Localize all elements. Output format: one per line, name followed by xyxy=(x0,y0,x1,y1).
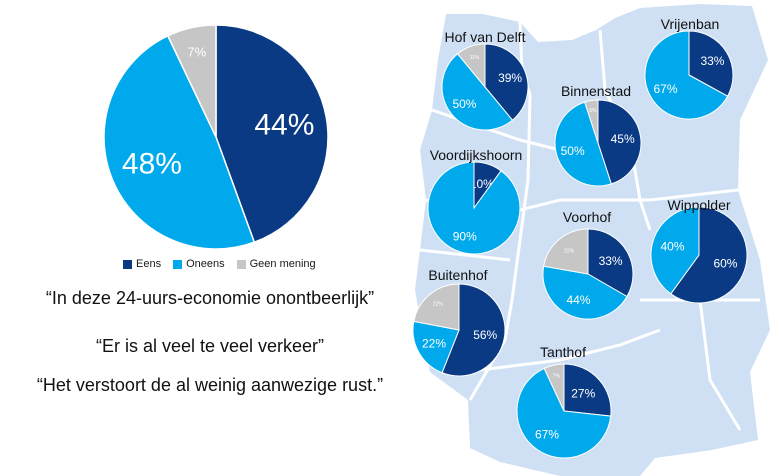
pie-buitenhof: 56% 22% 22% Buitenhof xyxy=(412,267,506,377)
pie-slice-geen-mening xyxy=(584,99,599,144)
legend-item-eens: Eens xyxy=(123,258,161,270)
map-border xyxy=(479,328,661,372)
pie-wippolder: 60% 40% Wippolder xyxy=(650,197,748,304)
pie-slice-oneens xyxy=(427,161,521,255)
pie-label-geen-mening: 22% xyxy=(564,249,575,255)
pie-slice-oneens xyxy=(103,34,256,250)
quote-2: “Er is al veel te veel verkeer” xyxy=(95,336,325,356)
pie-slice-oneens xyxy=(516,367,612,459)
map-border xyxy=(698,299,742,431)
pie-vrijenban: 33% 67% Vrijenban xyxy=(644,16,734,120)
pie-label-oneens: 48% xyxy=(122,147,182,180)
pie-totaal: 44% 48% 7% xyxy=(103,24,329,250)
pie-label-eens: 56% xyxy=(473,328,497,342)
pie-label-geen-mening: 7% xyxy=(187,44,206,59)
legend-label-oneens: Oneens xyxy=(186,258,225,270)
pie-slice-eens xyxy=(563,363,612,417)
pie-label-geen-mening: 5% xyxy=(589,108,597,114)
pie-label-oneens: 40% xyxy=(661,239,685,253)
pie-slice-eens xyxy=(597,99,642,185)
chart-legend: Eens Oneens Geen mening xyxy=(123,258,316,270)
legend-item-geen: Geen mening xyxy=(236,258,316,270)
pie-label-oneens: 50% xyxy=(561,144,585,158)
pie-label-oneens: 67% xyxy=(654,82,678,96)
pie-label-eens: 27% xyxy=(571,387,595,401)
pie-slice-eens xyxy=(688,30,734,97)
pie-label-oneens: 50% xyxy=(452,97,476,111)
pie-voorhof: 33% 44% 22% Voorhof xyxy=(542,209,634,320)
pie-title: Tanthof xyxy=(540,344,586,360)
legend-label-geen: Geen mening xyxy=(249,258,316,270)
pie-label-eens: 33% xyxy=(599,254,623,268)
pie-slice-geen-mening xyxy=(166,24,217,138)
pie-slice-eens xyxy=(670,206,748,304)
pie-title: Vrijenban xyxy=(661,16,720,32)
pie-tanthof: 27% 67% 7% Tanthof xyxy=(516,344,612,459)
pie-title: Voordijkshoorn xyxy=(430,147,523,163)
pie-slice-geen-mening xyxy=(413,283,460,331)
pie-hof-van-delft: 39% 50% 11% Hof van Delft xyxy=(441,29,529,131)
pie-label-eens: 45% xyxy=(611,132,635,146)
pie-slice-geen-mening xyxy=(456,43,486,89)
quote-3: “Het verstoort de al weinig aanwezige ru… xyxy=(36,375,384,395)
pie-label-eens: 44% xyxy=(254,108,314,141)
pie-label-eens: 60% xyxy=(713,257,737,271)
legend-item-oneens: Oneens xyxy=(173,258,225,270)
legend-swatch-eens xyxy=(123,259,132,269)
pie-title: Wippolder xyxy=(667,197,730,213)
quote-1: “In deze 24-uurs-economie onontbeerlijk” xyxy=(45,288,375,308)
pie-title: Buitenhof xyxy=(428,267,487,283)
pie-label-eens: 33% xyxy=(700,54,724,68)
pie-slice-oneens xyxy=(441,53,514,131)
pie-title: Hof van Delft xyxy=(445,29,526,45)
pie-voordijkshoorn: 10% 90% Voordijkshoorn xyxy=(427,147,523,255)
pie-label-geen-mening: 7% xyxy=(553,374,561,380)
legend-label-eens: Eens xyxy=(136,258,162,270)
pie-slice-oneens xyxy=(650,206,700,295)
pie-label-oneens: 90% xyxy=(453,229,477,243)
pie-label-geen-mening: 11% xyxy=(470,55,480,61)
pie-slice-oneens xyxy=(542,265,628,320)
pie-slice-oneens xyxy=(412,320,460,374)
pie-slice-oneens xyxy=(644,30,729,120)
pie-label-eens: 39% xyxy=(498,71,522,85)
legend-swatch-geen xyxy=(236,259,246,269)
pie-title: Binnenstad xyxy=(561,83,631,99)
pie-slice-oneens xyxy=(554,101,612,187)
pie-charts: 44% 48% 7% 39% 50% 11% Hof van Delft 33% 67% Vrij… xyxy=(103,16,748,459)
pie-slice-eens xyxy=(215,24,329,244)
pie-binnenstad: 45% 50% 5% Binnenstad xyxy=(554,83,642,187)
pie-label-oneens: 44% xyxy=(566,293,590,307)
pie-label-oneens: 22% xyxy=(422,337,446,351)
pie-label-oneens: 67% xyxy=(535,428,559,442)
pie-slice-geen-mening xyxy=(543,363,565,412)
pie-slice-geen-mening xyxy=(543,228,589,275)
pie-title: Voorhof xyxy=(563,209,611,225)
legend-swatch-oneens xyxy=(173,259,183,269)
pie-slice-eens xyxy=(587,228,634,298)
pie-slice-eens xyxy=(484,43,529,121)
pie-slice-eens xyxy=(441,283,506,377)
map-border xyxy=(419,248,511,262)
pie-label-geen-mening: 22% xyxy=(433,301,444,307)
pie-label-eens: 10% xyxy=(470,177,494,191)
